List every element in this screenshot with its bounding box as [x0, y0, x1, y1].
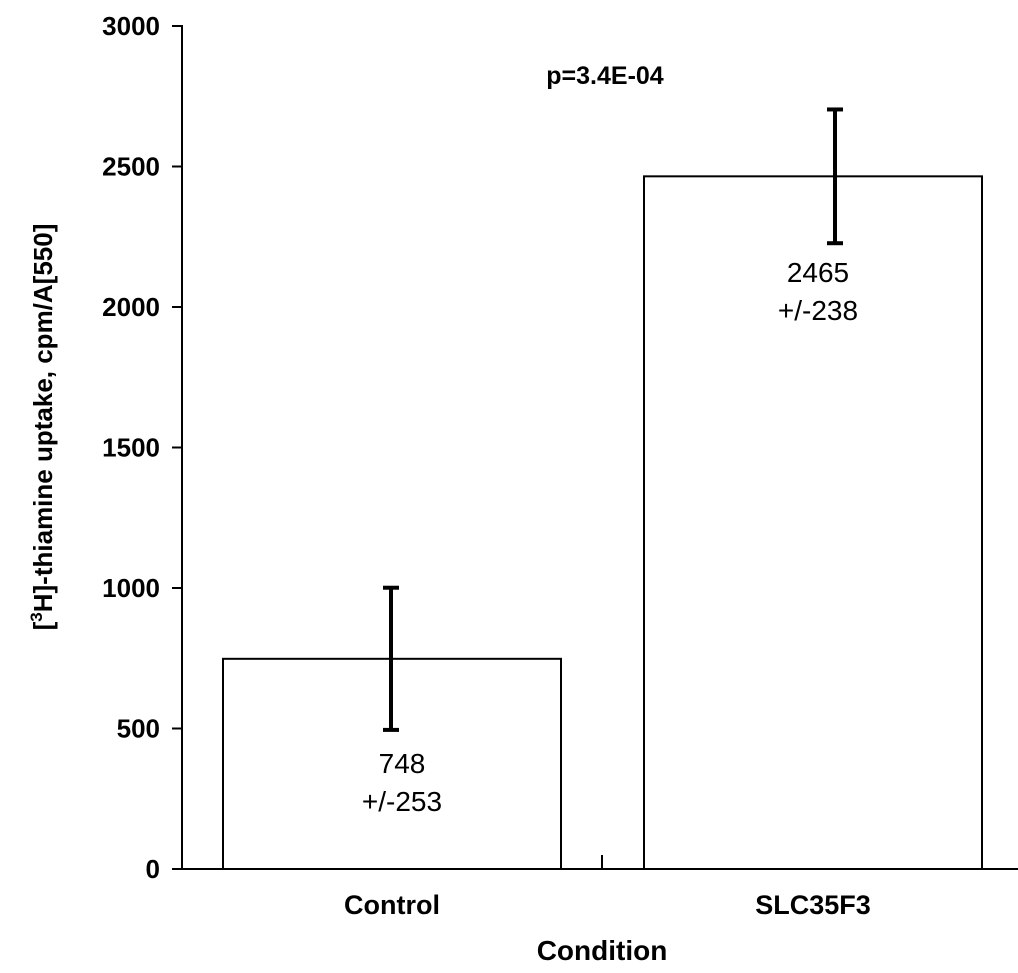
plot-area: 0 500 1000 1500 2000 2500 3000 748 +/-253 Control…: [102, 11, 1018, 920]
y-tick-label-1500: 1500: [102, 433, 160, 463]
y-axis-label: [3H]-thiamine uptake, cpm/A[550]: [27, 224, 58, 631]
data-label-control: 748: [379, 748, 426, 779]
error-label-slc35f3: +/-238: [778, 295, 858, 326]
bar-slc35f3: [643, 175, 983, 870]
y-tick-label-0: 0: [146, 854, 160, 884]
x-tick-label-control: Control: [344, 890, 440, 920]
y-axis-label-prefix: [: [28, 621, 58, 630]
y-tick-label-1000: 1000: [102, 573, 160, 603]
y-axis-label-superscript: 3: [27, 612, 46, 621]
error-label-control: +/-253: [362, 786, 442, 817]
x-axis-label: Condition: [537, 935, 668, 966]
y-axis-label-suffix: H]-thiamine uptake, cpm/A[550]: [28, 224, 58, 613]
x-tick-label-slc35f3: SLC35F3: [755, 890, 871, 920]
y-tick-label-2500: 2500: [102, 152, 160, 182]
data-label-slc35f3: 2465: [787, 257, 849, 288]
p-value-annotation: p=3.4E-04: [546, 62, 664, 90]
y-tick-label-500: 500: [117, 714, 160, 744]
y-tick-label-2000: 2000: [102, 292, 160, 322]
y-tick-label-3000: 3000: [102, 11, 160, 41]
